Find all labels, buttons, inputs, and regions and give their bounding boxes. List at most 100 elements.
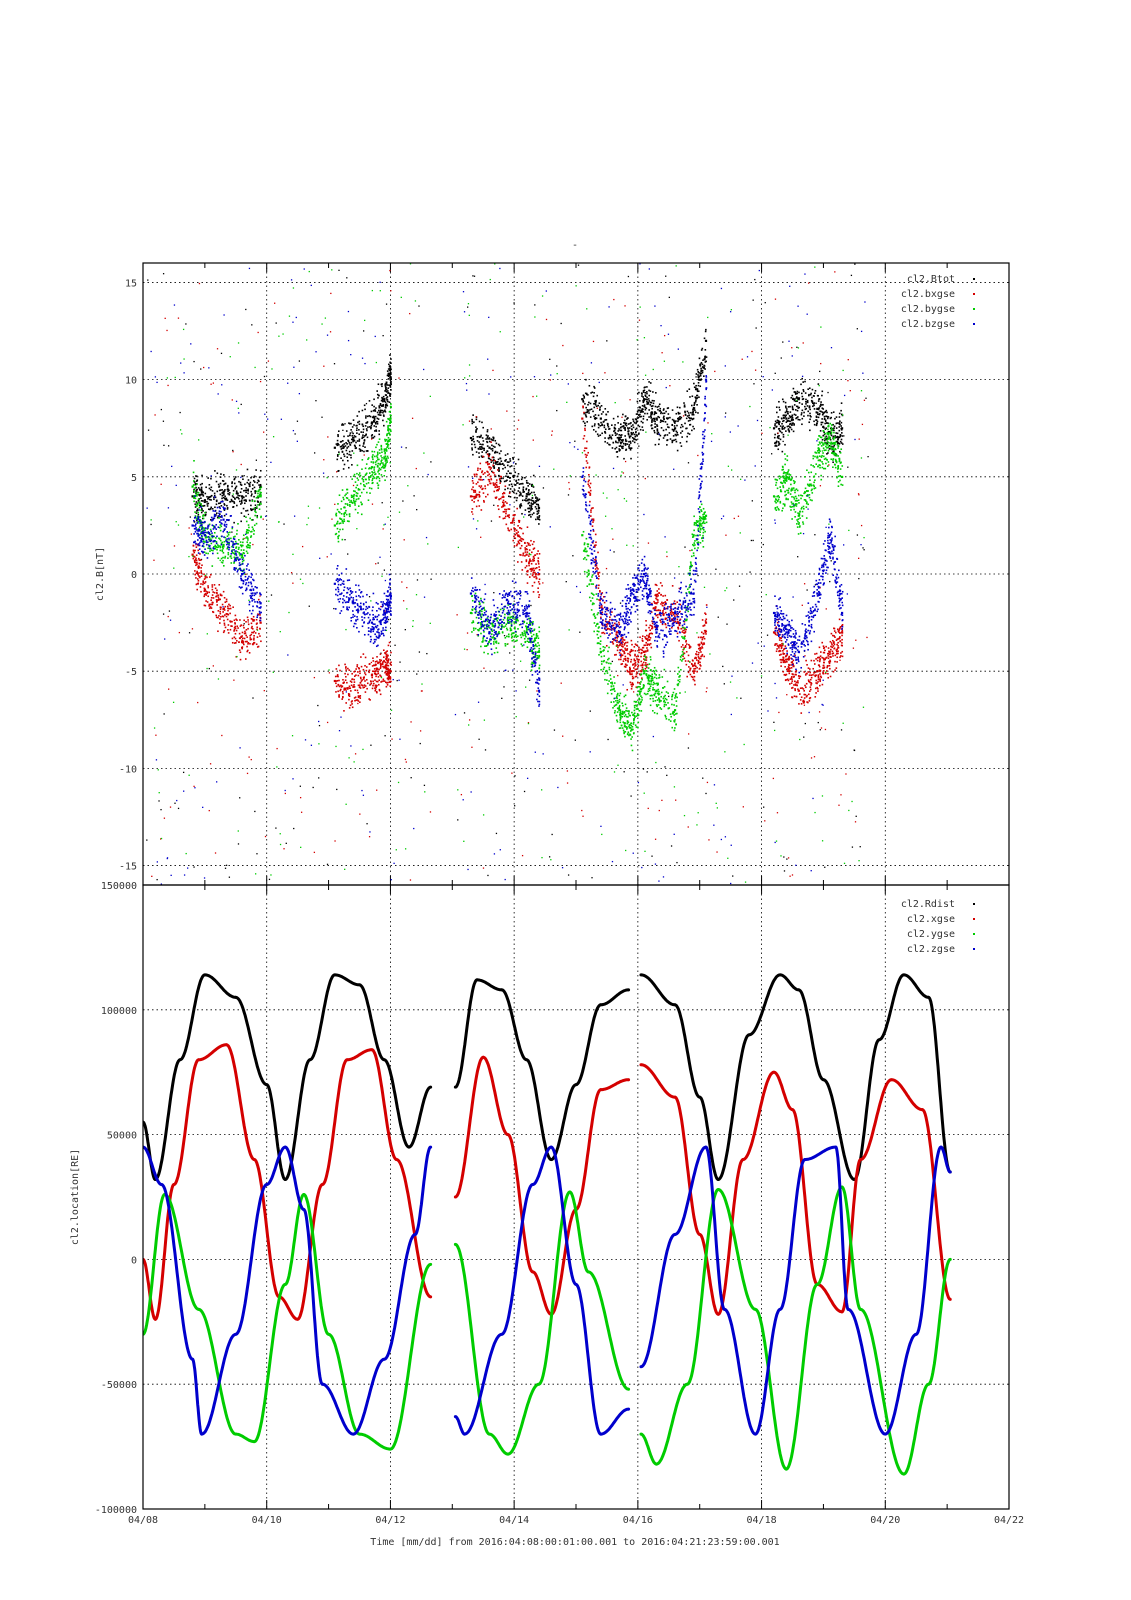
scatter-point bbox=[200, 503, 202, 505]
scatter-point bbox=[368, 698, 371, 700]
scatter-point bbox=[355, 699, 358, 701]
scatter-point bbox=[223, 503, 226, 505]
scatter-point bbox=[647, 542, 650, 544]
scatter-point bbox=[656, 428, 659, 430]
scatter-point bbox=[635, 422, 637, 425]
scatter-point bbox=[351, 678, 354, 680]
scatter-point bbox=[234, 488, 237, 490]
scatter-point bbox=[243, 502, 246, 505]
scatter-point bbox=[593, 406, 596, 409]
scatter-point bbox=[645, 664, 648, 666]
scatter-point bbox=[233, 628, 236, 631]
scatter-point bbox=[473, 421, 475, 423]
scatter-point bbox=[390, 383, 392, 386]
scatter-point bbox=[627, 433, 630, 436]
data-point bbox=[469, 436, 473, 440]
scatter-point bbox=[204, 604, 207, 607]
scatter-point bbox=[354, 447, 357, 450]
scatter-point bbox=[219, 549, 222, 552]
scatter-point bbox=[503, 686, 505, 688]
scatter-point bbox=[215, 480, 218, 483]
scatter-point bbox=[202, 510, 204, 512]
scatter-point bbox=[474, 491, 477, 493]
scatter-point bbox=[222, 494, 225, 496]
scatter-point bbox=[528, 555, 530, 557]
scatter-point bbox=[204, 511, 206, 514]
scatter-point bbox=[365, 450, 368, 452]
scatter-point bbox=[525, 560, 528, 563]
scatter-point bbox=[645, 656, 648, 659]
scatter-point bbox=[237, 523, 239, 525]
scatter-point bbox=[597, 568, 599, 570]
scatter-point bbox=[817, 675, 820, 678]
scatter-point bbox=[657, 443, 660, 446]
scatter-point bbox=[179, 411, 181, 414]
scatter-point bbox=[634, 661, 637, 664]
scatter-point bbox=[614, 427, 617, 430]
scatter-point bbox=[644, 644, 646, 647]
scatter-point bbox=[821, 394, 823, 397]
scatter-point bbox=[373, 435, 376, 438]
scatter-point bbox=[829, 660, 832, 663]
scatter-point bbox=[251, 519, 254, 521]
scatter-point bbox=[344, 679, 347, 682]
scatter-point bbox=[519, 592, 521, 595]
scatter-point bbox=[471, 480, 474, 482]
scatter-point bbox=[492, 439, 494, 442]
scatter-point bbox=[356, 665, 358, 668]
scatter-point bbox=[640, 664, 642, 667]
scatter-point bbox=[346, 452, 349, 455]
scatter-point bbox=[505, 472, 508, 475]
scatter-point bbox=[210, 486, 213, 489]
scatter-point bbox=[826, 417, 829, 420]
scatter-point bbox=[701, 655, 703, 657]
scatter-point bbox=[509, 488, 512, 490]
scatter-point bbox=[223, 596, 226, 599]
scatter-point bbox=[669, 385, 671, 387]
scatter-point bbox=[387, 372, 390, 375]
scatter-point bbox=[687, 733, 690, 735]
scatter-point bbox=[858, 438, 860, 440]
scatter-point bbox=[624, 444, 627, 446]
scatter-point bbox=[355, 668, 357, 670]
scatter-point bbox=[378, 668, 380, 671]
scatter-point bbox=[494, 462, 497, 464]
scatter-point bbox=[776, 648, 778, 650]
scatter-point bbox=[653, 400, 655, 402]
scatter-point bbox=[508, 516, 510, 519]
scatter-point bbox=[703, 624, 706, 626]
scatter-point bbox=[350, 684, 353, 687]
scatter-point bbox=[791, 414, 794, 417]
scatter-point bbox=[593, 385, 595, 388]
scatter-point bbox=[211, 534, 213, 537]
scatter-point bbox=[786, 668, 789, 670]
scatter-point bbox=[198, 493, 200, 496]
scatter-point bbox=[800, 392, 803, 395]
scatter-point bbox=[697, 454, 699, 457]
scatter-point bbox=[206, 576, 208, 579]
scatter-point bbox=[664, 602, 667, 604]
scatter-point bbox=[627, 423, 630, 425]
scatter-point bbox=[834, 271, 836, 273]
scatter-point bbox=[382, 405, 384, 407]
scatter-point bbox=[599, 591, 601, 593]
scatter-point bbox=[342, 692, 344, 695]
scatter-point bbox=[632, 431, 634, 434]
scatter-point bbox=[213, 498, 215, 501]
scatter-point bbox=[167, 615, 169, 618]
scatter-point bbox=[833, 641, 835, 643]
scatter-point bbox=[783, 673, 786, 676]
scatter-point bbox=[819, 675, 822, 678]
scatter-point bbox=[620, 656, 622, 658]
scatter-point bbox=[259, 614, 261, 616]
scatter-point bbox=[813, 420, 815, 423]
scatter-point bbox=[385, 658, 387, 660]
scatter-point bbox=[366, 450, 369, 452]
scatter-point bbox=[648, 633, 651, 636]
scatter-point bbox=[197, 583, 200, 585]
scatter-point bbox=[387, 678, 390, 681]
scatter-point bbox=[689, 667, 692, 670]
scatter-point bbox=[245, 621, 247, 623]
scatter-point bbox=[597, 404, 600, 407]
scatter-point bbox=[346, 492, 349, 494]
